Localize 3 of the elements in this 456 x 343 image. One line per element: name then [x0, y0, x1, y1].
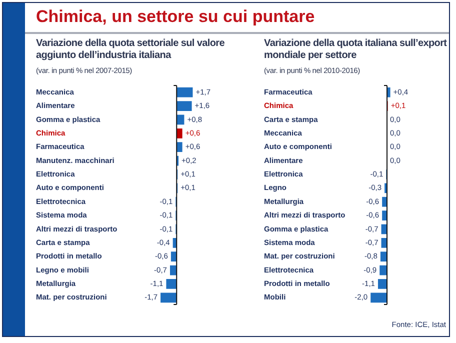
text: Chimica, un settore su cui puntare: [36, 7, 315, 27]
chart-title: Variazione della quota settoriale sul valore aggiunto dell’industria italiana: [36, 38, 226, 62]
chart-title: Variazione della quota italiana sull’export mondiale per settore: [264, 38, 448, 62]
